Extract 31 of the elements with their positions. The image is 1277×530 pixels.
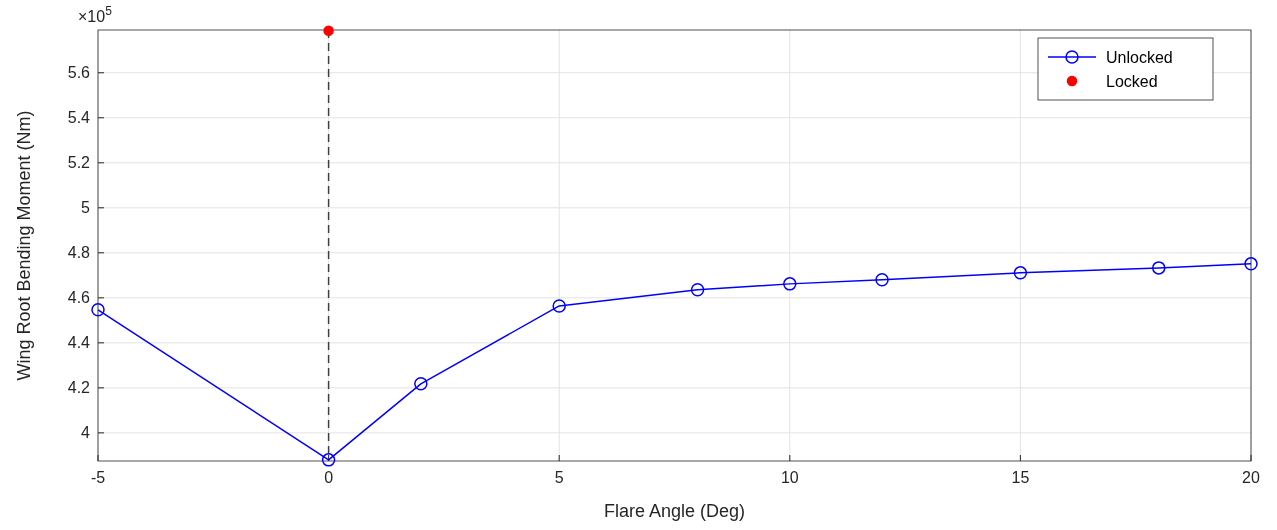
y-tick-label: 5.4 (67, 108, 91, 126)
x-tick-label: 0 (324, 469, 334, 486)
point (414, 377, 428, 391)
x-tick-label: 15 (1011, 469, 1030, 486)
legend-label: Locked (1106, 73, 1158, 90)
y-tick-label: 4.6 (67, 288, 91, 306)
point (321, 453, 336, 467)
point (552, 299, 566, 313)
x-tick-label: -5 (90, 469, 106, 486)
y-tick-label: 4 (81, 423, 91, 441)
y-tick-label: 5.2 (67, 153, 91, 171)
point (1152, 261, 1166, 275)
x-tick-label: 10 (780, 469, 799, 486)
point (783, 277, 797, 291)
point (1244, 257, 1258, 271)
y-tick-label: 5.6 (67, 63, 91, 81)
y-tick-label: 5 (81, 198, 91, 216)
y-tick-label: 4.2 (67, 378, 91, 396)
x-tick-label: 20 (1242, 469, 1260, 486)
point (323, 25, 334, 36)
y-tick-label: 4.4 (67, 333, 91, 351)
point (875, 273, 889, 287)
text: ×10$^{5}$ (78, 4, 113, 25)
x-axis-title: Flare Angle (Deg) (603, 501, 746, 521)
y-tick-label: 4.8 (67, 243, 91, 261)
y-axis-title: Wing Root Bending Moment (Nm) (14, 110, 34, 381)
point (91, 303, 105, 317)
x-tick-label: 5 (554, 469, 564, 486)
point (1013, 266, 1028, 280)
point (690, 282, 705, 297)
legend-label: Unlocked (1106, 49, 1173, 66)
